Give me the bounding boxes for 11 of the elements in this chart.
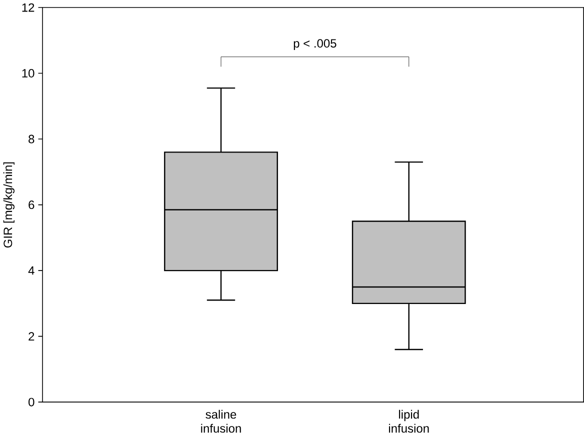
y-tick-label: 2 [28, 332, 34, 341]
y-axis-title: GIR [mg/kg/min] [3, 162, 15, 248]
annotation: p < .005 [294, 39, 336, 50]
y-tick-label: 10 [22, 69, 34, 78]
x-tick-label: saline infusion [201, 410, 241, 433]
y-tick-label: 12 [22, 3, 34, 12]
y-tick-label: 6 [28, 200, 34, 210]
y-tick-label: 4 [28, 266, 34, 275]
x-tick-label: lipid infusion [389, 410, 429, 433]
y-tick-label: 8 [28, 134, 34, 144]
y-tick-label: 0 [28, 398, 34, 406]
